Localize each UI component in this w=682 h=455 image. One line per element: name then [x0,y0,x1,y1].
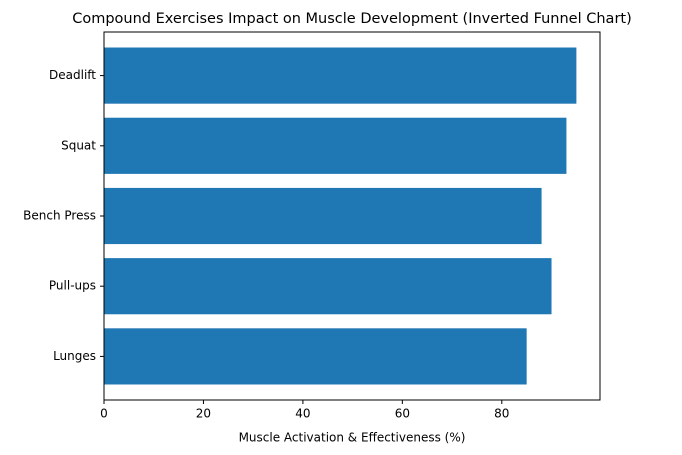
bar [104,47,577,104]
y-tick-label: Deadlift [49,68,96,82]
y-tick-label: Lunges [53,349,96,363]
x-tick-label: 60 [395,407,410,421]
bar [104,258,552,315]
y-tick-label: Squat [61,138,96,152]
y-tick-label: Pull-ups [49,279,96,293]
x-tick-label: 0 [100,407,108,421]
x-tick-label: 80 [494,407,509,421]
y-tick-label: Bench Press [23,209,96,223]
plot-frame [103,31,601,401]
bar [104,187,542,245]
bar [104,328,527,385]
chart-title: Compound Exercises Impact on Muscle Deve… [72,11,632,27]
x-axis-label: Muscle Activation & Effectiveness (%) [239,431,466,445]
x-tick-label: 20 [196,407,211,421]
bar [104,117,567,174]
x-tick-label: 40 [295,407,310,421]
